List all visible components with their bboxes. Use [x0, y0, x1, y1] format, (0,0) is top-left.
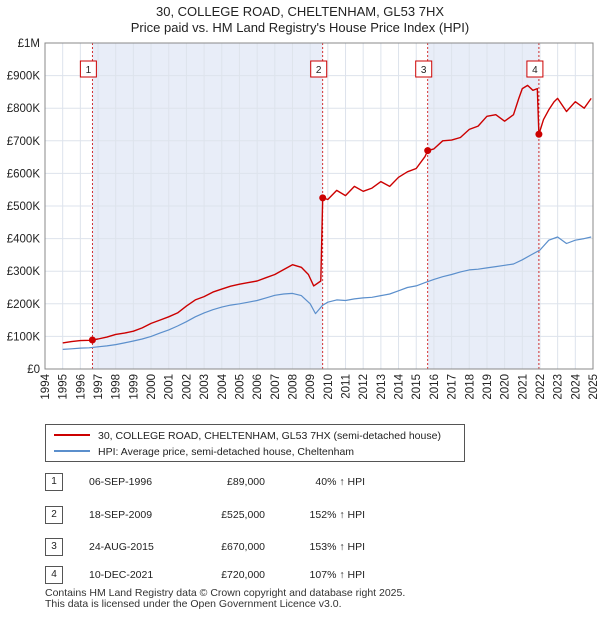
x-tick-label: 1998 [111, 374, 123, 400]
sale-points [88, 130, 543, 344]
table-row: 1 06-SEP-1996 £89,000 40% ↑ HPI [45, 472, 385, 492]
x-tick-label: 2005 [234, 374, 246, 400]
property-price-line [62, 84, 592, 344]
y-tick-label: £600K [7, 168, 41, 180]
row-hpi-change: 153% ↑ HPI [309, 541, 365, 553]
x-tick-label: 2000 [146, 374, 158, 400]
legend-label-hpi: HPI: Average price, semi-detached house,… [98, 446, 355, 458]
sale-label-box [526, 60, 544, 78]
x-tick-label: 2004 [217, 373, 229, 399]
series [62, 84, 592, 350]
x-tick-label: 2017 [447, 374, 459, 400]
row-price: £89,000 [227, 476, 265, 488]
x-tick-label: 2023 [553, 374, 565, 400]
axes: £0 £100K £200K £300K £400K £500K £600K £700K £80… [7, 38, 600, 400]
legend-label-property: 30, COLLEGE ROAD, CHELTENHAM, GL53 7HX (… [98, 430, 441, 442]
row-date: 06-SEP-1996 [89, 476, 153, 488]
x-tick-label: 2024 [570, 373, 582, 399]
sale-point [535, 130, 543, 138]
x-tick-label: 2001 [164, 374, 176, 400]
legend-item-hpi: HPI: Average price, semi-detached house,… [54, 444, 354, 460]
x-tick-label: 2013 [376, 374, 388, 400]
price-chart: £0 £100K £200K £300K £400K £500K £600K £700K £80… [7, 38, 600, 400]
row-date: 24-AUG-2015 [89, 541, 154, 553]
sale-label-number: 4 [532, 65, 538, 76]
legend-swatch-property [54, 434, 90, 437]
y-tick-label: £500K [7, 201, 41, 213]
y-tick-label: £800K [7, 103, 41, 115]
row-hpi-change: 152% ↑ HPI [309, 509, 365, 521]
sale-label-number: 2 [316, 65, 322, 76]
sale-point [88, 336, 96, 344]
footer: Contains HM Land Registry data © Crown c… [45, 588, 585, 610]
x-tick-label: 2010 [323, 374, 335, 400]
row-number-badge: 1 [45, 473, 63, 491]
grid [44, 42, 594, 370]
plot-border [44, 42, 594, 370]
x-tick-label: 2020 [500, 374, 512, 400]
x-tick-label: 2022 [535, 374, 547, 400]
row-date: 18-SEP-2009 [89, 509, 153, 521]
y-tick-label: £300K [7, 266, 41, 278]
y-tick-label: £200K [7, 299, 41, 311]
row-price: £670,000 [221, 541, 265, 553]
x-tick-label: 1995 [58, 374, 70, 400]
table-row: 2 18-SEP-2009 £525,000 152% ↑ HPI [45, 505, 385, 525]
x-tick-label: 2009 [305, 374, 317, 400]
table-row: 3 24-AUG-2015 £670,000 153% ↑ HPI [45, 537, 385, 557]
footer-copyright: Contains HM Land Registry data © Crown c… [45, 587, 406, 599]
x-tick-label: 2011 [341, 374, 353, 399]
x-tick-label: 1999 [128, 374, 140, 400]
x-tick-label: 2003 [199, 374, 211, 400]
legend: 30, COLLEGE ROAD, CHELTENHAM, GL53 7HX (… [45, 424, 465, 462]
x-tick-label: 2012 [358, 374, 370, 400]
row-price: £525,000 [221, 509, 265, 521]
sale-label-number: 3 [421, 65, 427, 76]
x-tick-label: 2025 [588, 374, 600, 400]
sale-label-box [415, 60, 433, 78]
chart-title: 30, COLLEGE ROAD, CHELTENHAM, GL53 7HX [155, 4, 445, 19]
y-tick-label: £700K [7, 136, 41, 148]
legend-swatch-hpi [54, 450, 90, 453]
row-number-badge: 4 [45, 566, 63, 584]
sale-point [319, 194, 327, 202]
y-tick-label: £1M [18, 38, 40, 50]
x-tick-label: 2006 [252, 374, 264, 400]
x-tick-label: 2021 [517, 374, 529, 400]
x-tick-label: 2014 [394, 373, 406, 399]
x-tick-label: 1996 [75, 374, 87, 400]
footer-licence: This data is licensed under the Open Gov… [45, 598, 342, 610]
x-tick-label: 2015 [411, 374, 423, 400]
row-price: £720,000 [221, 569, 265, 581]
y-tick-label: £0 [27, 364, 40, 376]
row-hpi-change: 107% ↑ HPI [309, 569, 365, 581]
sale-point [424, 147, 432, 155]
sale-label-number: 1 [86, 65, 92, 76]
y-tick-label: £900K [7, 71, 41, 83]
x-tick-label: 2019 [482, 374, 494, 400]
y-tick-label: £100K [7, 331, 41, 343]
sale-label-box [310, 60, 328, 78]
sale-labels: 1 2 3 4 [79, 60, 544, 78]
x-tick-label: 1994 [40, 373, 52, 399]
row-number-badge: 3 [45, 538, 63, 556]
x-tick-label: 2016 [429, 374, 441, 400]
x-tick-label: 2002 [181, 374, 193, 400]
row-number-badge: 2 [45, 506, 63, 524]
row-date: 10-DEC-2021 [89, 569, 154, 581]
row-hpi-change: 40% ↑ HPI [315, 476, 365, 488]
sale-label-box [79, 60, 97, 78]
legend-item-property: 30, COLLEGE ROAD, CHELTENHAM, GL53 7HX (… [54, 428, 441, 444]
table-row: 4 10-DEC-2021 £720,000 107% ↑ HPI [45, 565, 385, 585]
x-tick-label: 2007 [270, 374, 282, 400]
x-tick-label: 2008 [287, 374, 299, 400]
x-tick-label: 2018 [464, 374, 476, 400]
x-tick-label: 1997 [93, 374, 105, 400]
hpi-line [62, 236, 592, 350]
chart-subtitle: Price paid vs. HM Land Registry's House … [130, 20, 470, 35]
y-tick-label: £400K [7, 234, 41, 246]
